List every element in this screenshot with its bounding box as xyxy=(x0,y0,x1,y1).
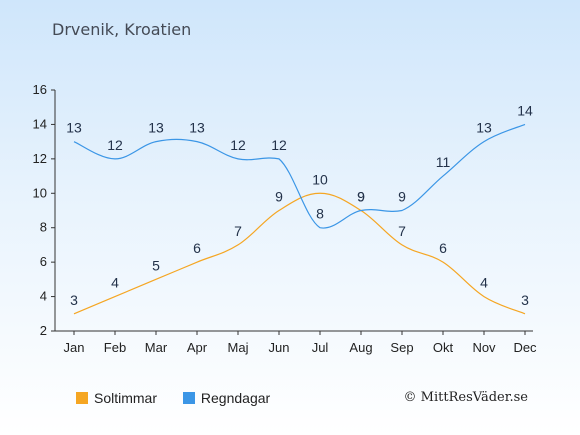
data-label-soltimmar: 6 xyxy=(439,240,447,256)
data-label-regndagar: 13 xyxy=(189,120,205,136)
x-tick-label: Sep xyxy=(390,340,413,355)
x-tick-label: Apr xyxy=(187,340,208,355)
data-label-regndagar: 13 xyxy=(476,120,492,136)
data-label-soltimmar: 5 xyxy=(152,257,160,273)
data-label-regndagar: 9 xyxy=(357,189,365,205)
x-tick-label: Jun xyxy=(269,340,290,355)
x-tick-label: Jul xyxy=(312,340,329,355)
y-tick-label: 16 xyxy=(33,82,47,97)
data-label-regndagar: 13 xyxy=(66,120,82,136)
x-tick-label: Okt xyxy=(433,340,454,355)
data-label-soltimmar: 7 xyxy=(234,223,242,239)
legend-swatch-soltimmar xyxy=(76,392,88,404)
credit: © MittResVäder.se xyxy=(403,390,528,405)
data-label-soltimmar: 9 xyxy=(275,189,283,205)
series-line-regndagar xyxy=(73,123,526,229)
x-tick-label: Mar xyxy=(145,340,168,355)
data-label-regndagar: 11 xyxy=(436,154,451,170)
data-label-soltimmar: 4 xyxy=(480,275,488,291)
chart-title: Drvenik, Kroatien xyxy=(52,20,192,39)
data-label-soltimmar: 3 xyxy=(70,292,78,308)
x-tick-label: Maj xyxy=(228,340,249,355)
legend: Soltimmar Regndagar xyxy=(76,390,292,407)
y-tick-label: 8 xyxy=(40,220,47,235)
y-tick-label: 4 xyxy=(40,289,47,304)
x-tick-label: Dec xyxy=(513,340,537,355)
y-tick-label: 6 xyxy=(40,254,47,269)
y-tick-label: 10 xyxy=(33,185,47,200)
x-tick-label: Aug xyxy=(349,340,372,355)
data-label-regndagar: 9 xyxy=(398,189,406,205)
data-label-regndagar: 12 xyxy=(107,137,123,153)
legend-swatch-regndagar xyxy=(182,392,195,404)
data-label-soltimmar: 9 xyxy=(357,189,365,205)
data-label-soltimmar: 6 xyxy=(193,240,201,256)
legend-label-soltimmar: Soltimmar xyxy=(94,390,158,406)
data-label-soltimmar: 3 xyxy=(521,292,529,308)
y-tick-label: 2 xyxy=(40,323,47,338)
y-tick-label: 12 xyxy=(33,151,47,166)
plot-background xyxy=(55,90,533,331)
y-tick-label: 14 xyxy=(33,116,47,131)
data-label-regndagar: 8 xyxy=(316,206,324,222)
data-label-soltimmar: 10 xyxy=(312,171,328,187)
legend-label-regndagar: Regndagar xyxy=(200,390,271,406)
data-label-soltimmar: 4 xyxy=(111,275,119,291)
data-label-regndagar: 12 xyxy=(230,137,246,153)
legend-item-regndagar: Regndagar xyxy=(182,390,271,406)
data-label-regndagar: 14 xyxy=(517,102,533,118)
x-tick-label: Jan xyxy=(64,340,85,355)
x-tick-label: Nov xyxy=(472,340,496,355)
x-tick-label: Feb xyxy=(104,340,126,355)
data-label-soltimmar: 7 xyxy=(398,223,406,239)
legend-item-soltimmar: Soltimmar xyxy=(76,390,157,406)
data-label-regndagar: 13 xyxy=(148,120,164,136)
series-line-soltimmar xyxy=(73,192,526,315)
data-label-regndagar: 12 xyxy=(271,137,287,153)
